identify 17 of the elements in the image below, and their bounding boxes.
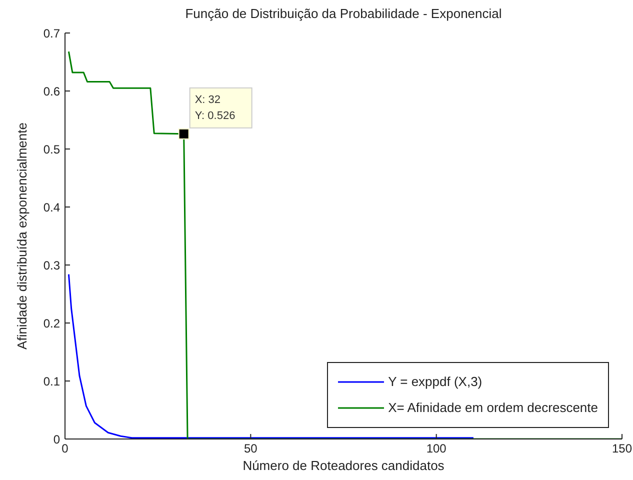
y-tick-label: 0.1 <box>43 374 60 388</box>
x-tick-label: 50 <box>244 442 258 456</box>
y-tick-label: 0.4 <box>43 200 60 214</box>
y-tick-label: 0.3 <box>43 258 60 272</box>
x-axis-title: Número de Roteadores candidatos <box>242 458 446 473</box>
y-tick-label: 0.7 <box>43 26 60 40</box>
y-tick-label: 0.5 <box>43 142 60 156</box>
x-tick-label: 150 <box>612 442 632 456</box>
annotation: X: 32 Y: 0.526 <box>194 94 236 122</box>
x-tick-label: 100 <box>426 442 447 456</box>
y-tick-label: 0 <box>53 432 60 446</box>
legend-label: X= Afinidade em ordem decrescente <box>388 399 598 417</box>
y-axis-title: Afinidade distribuída exponencialmente <box>14 122 30 350</box>
y-tick-label: 0.6 <box>43 84 60 98</box>
chart-title: Função de Distribuição da Probabilidade - Exponencial <box>184 6 503 21</box>
y-tick-label: 0.2 <box>43 316 60 330</box>
legend-label: Y = exppdf (X,3) <box>388 373 482 391</box>
